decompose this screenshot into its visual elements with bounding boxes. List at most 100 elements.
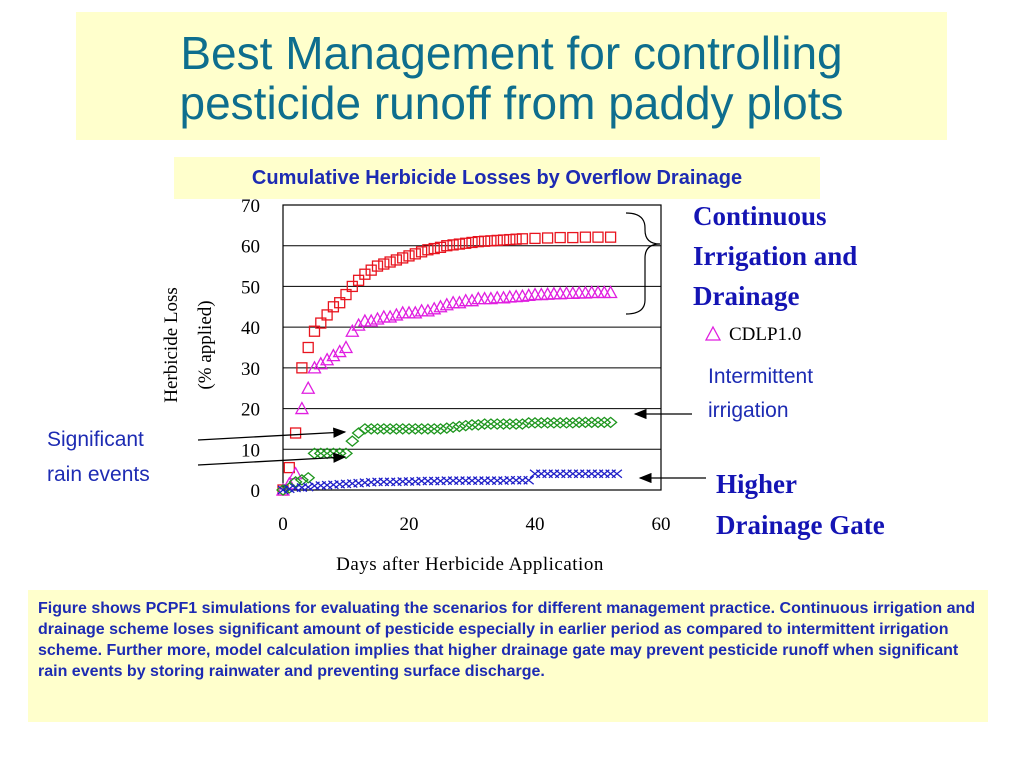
legend-label: CDLP1.0 (729, 324, 801, 345)
brace-continuous (625, 212, 661, 315)
data-point-triangle (383, 309, 398, 323)
chart: 0 10 20 30 40 50 60 70 0 20 40 60 Days after Herbic… (47, 196, 857, 575)
data-point-diamond (383, 423, 398, 435)
annotation-intermittent-line-2: irrigation (708, 399, 789, 422)
x-tick-label: 20 (400, 514, 419, 535)
data-point-triangle (301, 380, 316, 394)
data-point-square (541, 232, 554, 244)
annotation-gate-line-1: Higher (716, 469, 797, 499)
data-point-diamond (376, 423, 391, 435)
data-point-square (447, 239, 459, 251)
data-point-square (302, 341, 314, 354)
data-point-square (554, 231, 566, 244)
data-point-diamond (414, 423, 429, 435)
annotation-continuous-line-1: Continuous (693, 201, 827, 231)
data-point-diamond (464, 419, 480, 431)
data-point-square (592, 231, 604, 243)
data-point-diamond (433, 423, 448, 435)
data-point-square (415, 246, 428, 258)
data-point-square (283, 461, 295, 474)
data-point-triangle (320, 352, 335, 366)
plot-area (282, 204, 662, 491)
data-point-square (390, 254, 403, 266)
data-point-diamond (553, 416, 568, 429)
data-point-diamond (597, 416, 612, 429)
data-point-triangle (408, 305, 423, 319)
data-point-diamond (395, 423, 410, 435)
data-point-x (302, 482, 314, 492)
y-axis-title-line-2: (% applied) (195, 300, 216, 389)
data-point-diamond (496, 418, 511, 430)
data-point-diamond (527, 416, 543, 429)
data-point-triangle (590, 285, 606, 299)
data-point-triangle (597, 285, 612, 299)
data-point-square (428, 242, 440, 255)
data-point-square (466, 236, 478, 249)
data-point-square (491, 234, 503, 247)
data-point-diamond (288, 476, 303, 488)
data-point-triangle (401, 305, 417, 319)
y-tick-label: 10 (241, 440, 260, 461)
data-point-diamond (427, 423, 442, 435)
data-point-diamond (590, 416, 606, 429)
data-point-square (434, 241, 447, 253)
chart-title: Cumulative Herbicide Losses by Overflow … (174, 157, 820, 199)
data-point-x (611, 469, 623, 479)
data-point-square (340, 288, 352, 301)
data-point-square (371, 260, 384, 272)
data-point-diamond (565, 416, 580, 429)
slide-title-line-1: Best Management for controlling (180, 27, 843, 79)
annotation-rain-line-2: rain events (47, 463, 150, 486)
data-point-diamond (294, 473, 309, 486)
annotation-continuous-line-2: Irrigation and (693, 241, 857, 271)
data-point-diamond (446, 421, 461, 434)
data-series (275, 231, 623, 496)
data-point-square (334, 297, 346, 309)
data-point-diamond (578, 416, 593, 429)
data-point-square (296, 362, 308, 374)
data-point-triangle (370, 311, 385, 325)
data-point-diamond (357, 423, 372, 435)
data-point-triangle (464, 293, 480, 307)
x-tick-label: 40 (526, 514, 545, 535)
data-point-diamond (603, 416, 618, 429)
data-point-diamond (534, 416, 549, 429)
data-point-diamond (401, 423, 417, 435)
data-point-diamond (458, 419, 473, 432)
data-point-triangle (483, 291, 498, 305)
data-point-diamond (540, 416, 555, 429)
data-point-square (403, 250, 415, 262)
data-point-diamond (515, 418, 530, 430)
data-point-square (359, 268, 371, 280)
data-point-triangle (439, 297, 454, 311)
data-point-square (497, 234, 510, 246)
data-point-x (523, 475, 535, 485)
data-point-square (485, 235, 497, 247)
y-tick-label: 60 (241, 237, 260, 258)
data-point-x (277, 485, 289, 495)
data-point-square (289, 427, 302, 439)
x-tick-label: 60 (652, 514, 671, 535)
data-point-triangle (427, 301, 442, 315)
data-point-square (441, 240, 453, 252)
data-point-diamond (275, 484, 291, 496)
data-point-diamond (452, 420, 467, 433)
annotation-continuous-line-3: Drainage (693, 281, 800, 311)
gate-annotation-area: Higher Drainage Gate (716, 469, 885, 540)
data-point-square (478, 235, 491, 247)
data-point-square (422, 244, 434, 256)
data-point-diamond (345, 435, 360, 447)
data-point-triangle (578, 285, 593, 299)
data-point-square (365, 264, 377, 276)
series-diamond (275, 416, 618, 496)
data-point-square (453, 238, 466, 250)
x-axis-title: Days after Herbicide Application (336, 554, 604, 575)
data-point-diamond (483, 418, 498, 430)
data-point-triangle (603, 285, 618, 299)
x-tick-label: 0 (278, 514, 288, 535)
annotation-intermittent-line-1: Intermittent (708, 365, 813, 388)
data-point-square (384, 256, 396, 268)
data-point-square (579, 231, 592, 243)
data-point-diamond (408, 423, 423, 435)
data-point-diamond (471, 419, 486, 431)
